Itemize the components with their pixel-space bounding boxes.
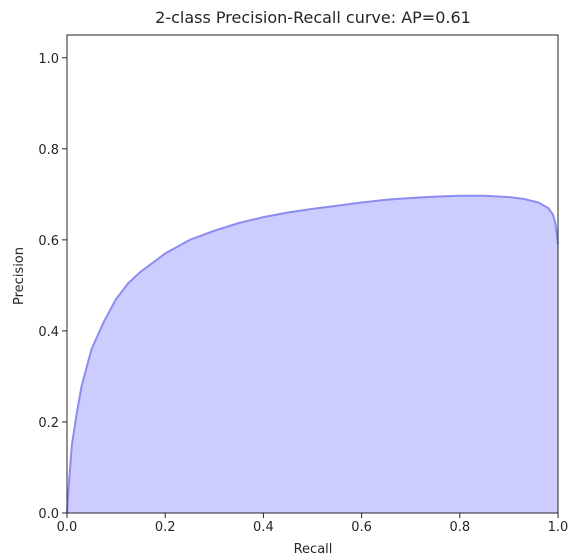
- chart-title: 2-class Precision-Recall curve: AP=0.61: [155, 8, 471, 27]
- y-axis-label: Precision: [12, 247, 27, 305]
- x-tick-label: 0.2: [155, 520, 176, 535]
- y-tick-label: 0.4: [38, 325, 59, 340]
- x-tick-label: 1.0: [548, 520, 569, 535]
- y-tick-label: 0.0: [38, 507, 59, 522]
- y-axis: 0.0 0.2 0.4 0.6 0.8 1.0: [38, 52, 67, 522]
- plot-frame: [66, 34, 559, 514]
- plot-area: [66, 194, 559, 514]
- x-tick-label: 0.6: [351, 520, 372, 535]
- y-tick-label: 0.6: [38, 234, 59, 249]
- y-tick-label: 0.2: [38, 416, 59, 431]
- x-tick-label: 0.0: [57, 520, 78, 535]
- y-tick-label: 1.0: [38, 52, 59, 67]
- x-axis-label: Recall: [294, 542, 333, 557]
- pr-curve-area: [67, 195, 558, 513]
- x-tick-label: 0.4: [253, 520, 274, 535]
- x-axis: 0.0 0.2 0.4 0.6 0.8 1.0: [57, 513, 569, 535]
- pr-curve-line: [66, 194, 559, 514]
- x-tick-label: 0.8: [449, 520, 470, 535]
- y-tick-label: 0.8: [38, 143, 59, 158]
